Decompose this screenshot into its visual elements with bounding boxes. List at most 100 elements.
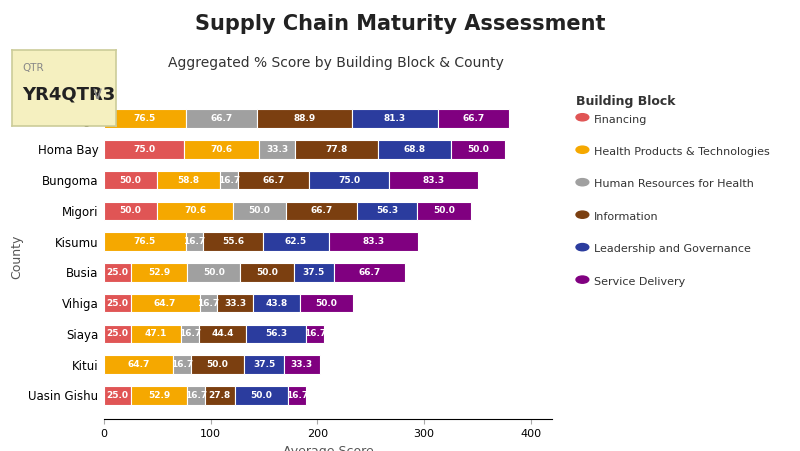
Text: Building Block: Building Block [576,95,675,108]
Bar [104,325,130,343]
Bar [218,294,253,313]
Text: 76.5: 76.5 [134,114,156,123]
Text: 33.3: 33.3 [224,299,246,308]
Bar [187,386,205,405]
Bar [130,263,187,282]
Text: 66.7: 66.7 [462,114,485,123]
Bar [181,325,198,343]
Bar [130,386,187,405]
Bar [200,294,218,313]
Bar [259,140,295,159]
Bar [158,171,220,189]
Bar [104,110,186,128]
Text: 50.0: 50.0 [433,207,454,216]
Text: 16.7: 16.7 [178,329,201,338]
Text: YR4QTR3: YR4QTR3 [22,85,116,103]
Bar [284,355,320,374]
Bar [234,386,288,405]
Text: 25.0: 25.0 [106,299,128,308]
Text: 75.0: 75.0 [338,176,360,185]
Bar [451,140,505,159]
Text: 66.7: 66.7 [358,268,381,277]
Text: 64.7: 64.7 [127,360,150,369]
Text: 37.5: 37.5 [302,268,325,277]
Text: 52.9: 52.9 [148,268,170,277]
Bar [198,325,246,343]
Text: 50.0: 50.0 [250,391,272,400]
Text: 16.7: 16.7 [286,391,308,400]
Text: 58.8: 58.8 [178,176,200,185]
Bar [104,263,130,282]
Text: 16.7: 16.7 [198,299,220,308]
Bar [306,325,324,343]
Bar [295,140,378,159]
Bar [357,202,417,220]
Text: 70.6: 70.6 [184,207,206,216]
Text: 68.8: 68.8 [403,145,426,154]
Bar [104,232,186,251]
Bar [262,232,330,251]
Y-axis label: County: County [10,235,22,279]
Bar [378,140,451,159]
Text: 76.5: 76.5 [134,237,156,246]
Bar [184,140,259,159]
Text: ∨: ∨ [90,85,104,103]
Text: 52.9: 52.9 [148,391,170,400]
Text: 83.3: 83.3 [422,176,445,185]
Bar [130,325,181,343]
Text: 47.1: 47.1 [145,329,167,338]
Bar [104,386,130,405]
Text: 16.7: 16.7 [304,329,326,338]
Bar [288,386,306,405]
Text: Health Products & Technologies: Health Products & Technologies [594,147,770,157]
Bar [300,294,353,313]
Bar [205,386,234,405]
Text: 16.7: 16.7 [185,391,207,400]
Text: 75.0: 75.0 [133,145,155,154]
Bar [104,202,158,220]
Bar [104,171,158,189]
Bar [294,263,334,282]
Text: 37.5: 37.5 [253,360,275,369]
Bar [186,232,203,251]
Text: 55.6: 55.6 [222,237,244,246]
Text: 50.0: 50.0 [203,268,225,277]
Text: 50.0: 50.0 [315,299,338,308]
Bar [173,355,191,374]
Bar [158,202,233,220]
Bar [191,355,244,374]
Bar [241,263,294,282]
Text: 62.5: 62.5 [285,237,307,246]
Text: 33.3: 33.3 [291,360,313,369]
Bar [203,232,262,251]
Bar [389,171,478,189]
Bar [257,110,351,128]
Text: 66.7: 66.7 [310,207,333,216]
Bar [330,232,418,251]
Text: 50.0: 50.0 [248,207,270,216]
Text: 77.8: 77.8 [325,145,347,154]
Text: 44.4: 44.4 [211,329,234,338]
Text: 50.0: 50.0 [256,268,278,277]
Bar [417,202,470,220]
Text: 66.7: 66.7 [262,176,285,185]
Bar [220,171,238,189]
Text: Financing: Financing [594,115,647,124]
Text: 50.0: 50.0 [467,145,489,154]
Bar [286,202,357,220]
Text: 83.3: 83.3 [362,237,385,246]
Bar [244,355,284,374]
Text: 16.7: 16.7 [183,237,206,246]
Text: 88.9: 88.9 [293,114,315,123]
Text: QTR: QTR [22,64,44,74]
Bar [253,294,300,313]
Text: 16.7: 16.7 [170,360,193,369]
Bar [309,171,389,189]
Text: Service Delivery: Service Delivery [594,277,685,287]
Text: Supply Chain Maturity Assessment: Supply Chain Maturity Assessment [194,14,606,33]
Bar [334,263,405,282]
Bar [238,171,309,189]
Bar [246,325,306,343]
Bar [233,202,286,220]
Text: Human Resources for Health: Human Resources for Health [594,179,754,189]
